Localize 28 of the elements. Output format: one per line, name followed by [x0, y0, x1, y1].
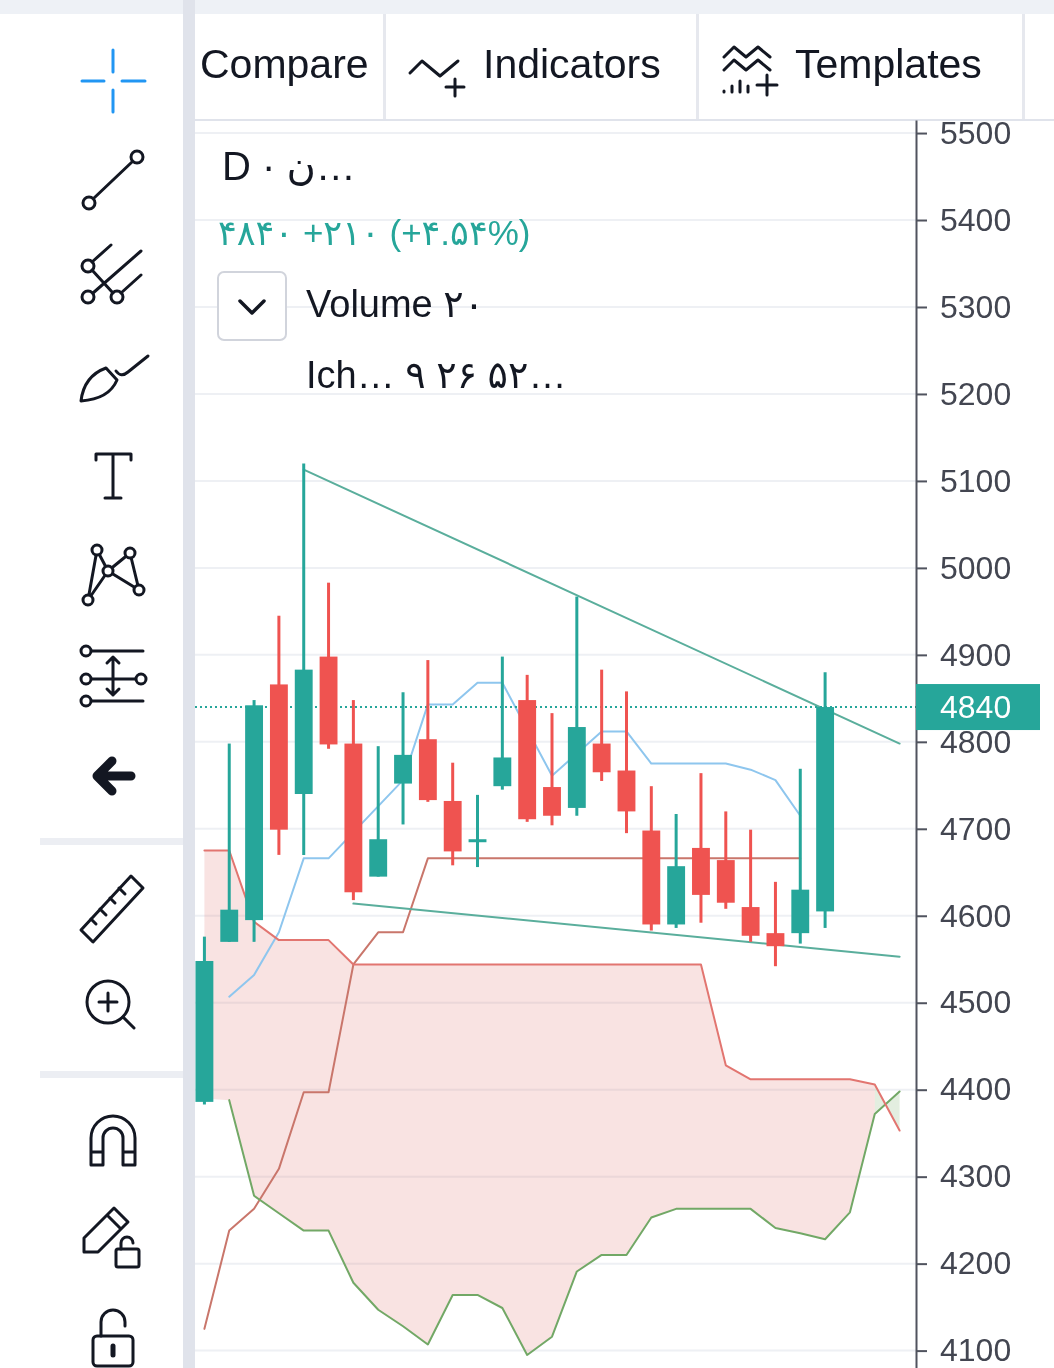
y-tick-label: 5200 — [940, 375, 1012, 412]
line-series — [228, 1090, 901, 1356]
y-tick-label: 4900 — [940, 636, 1012, 673]
y-tick-label: 4800 — [940, 723, 1012, 760]
y-tick-label: 4700 — [940, 810, 1012, 847]
y-tick-label: 5400 — [940, 201, 1012, 238]
text: Indicators — [483, 41, 661, 87]
y-tick-label: 4400 — [940, 1071, 1012, 1108]
y-tick-label: 4200 — [940, 1245, 1012, 1282]
candlestick — [766, 880, 785, 968]
text: ۴۸۴۰ +۲۱۰ (+۴.۵۴%) — [218, 213, 531, 252]
y-tick-label: 5000 — [940, 549, 1012, 586]
y-tick-label: 5300 — [940, 288, 1012, 325]
y-tick-label: 4500 — [940, 984, 1012, 1021]
line-series — [203, 849, 901, 1132]
line-series — [203, 857, 802, 1330]
y-tick-label: 4600 — [940, 897, 1012, 934]
y-tick-label: 5100 — [940, 462, 1012, 499]
ref-line-label: 4840 — [940, 689, 1012, 726]
annotation: Ich… ۹ ۲۶ ۵۲… — [306, 354, 567, 396]
y-tick-label: 4100 — [940, 1332, 1012, 1368]
y-tick-label: 5500 — [940, 114, 1012, 151]
text: D · ن… — [222, 144, 356, 188]
annotation: Volume ۲۰ — [306, 283, 485, 325]
text: Templates — [795, 41, 982, 87]
text: Compare — [200, 41, 369, 87]
candlestick — [468, 793, 487, 869]
y-tick-label: 4300 — [940, 1158, 1012, 1195]
